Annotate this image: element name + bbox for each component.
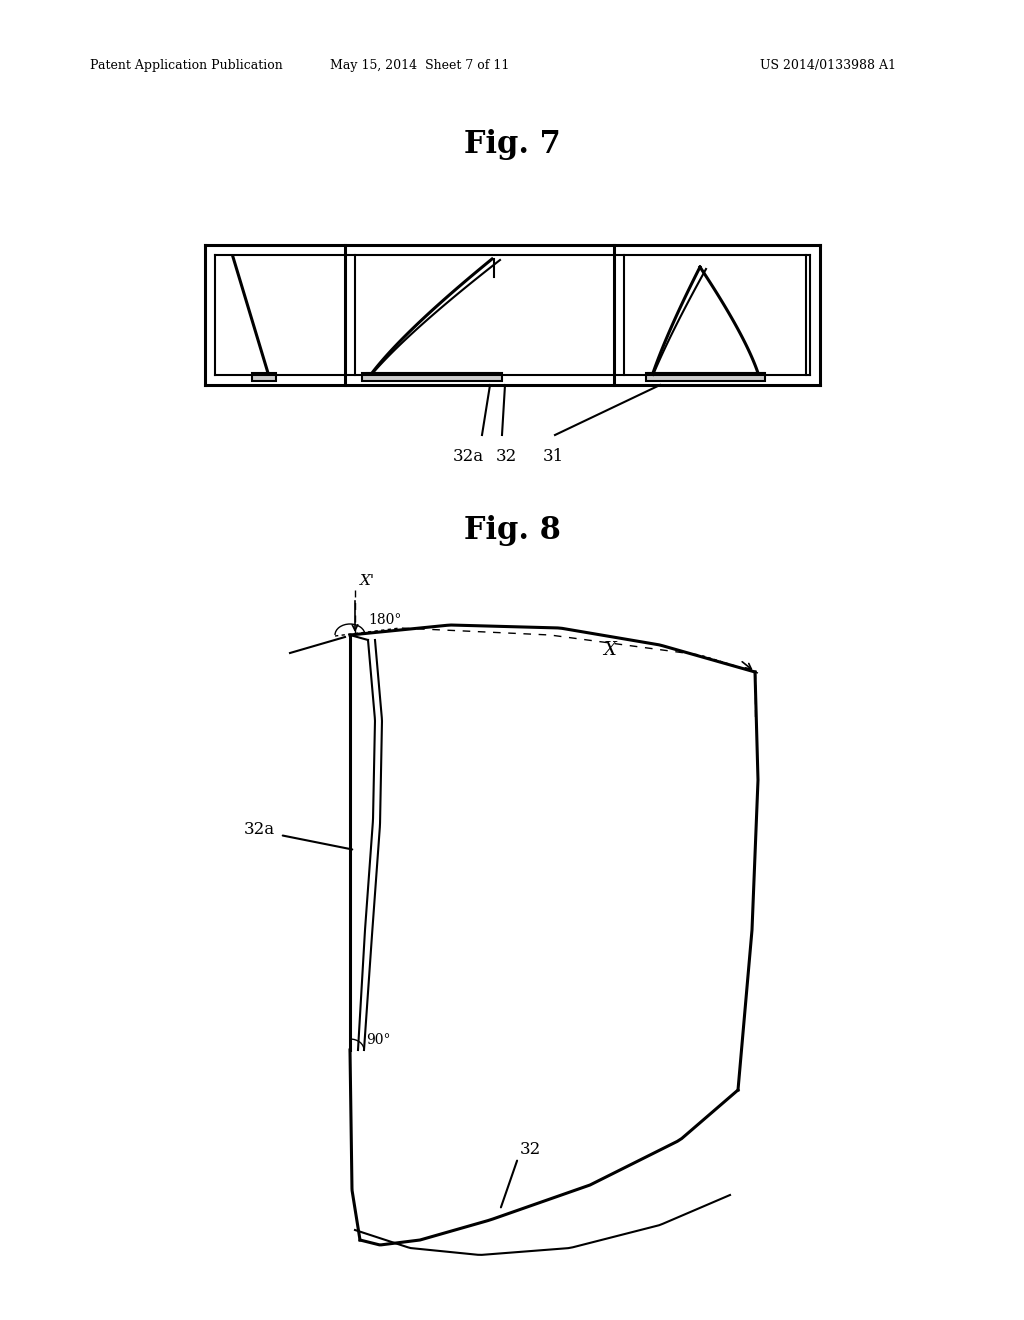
Text: May 15, 2014  Sheet 7 of 11: May 15, 2014 Sheet 7 of 11: [331, 58, 510, 71]
Text: Fig. 7: Fig. 7: [464, 129, 560, 161]
Polygon shape: [646, 374, 765, 381]
Text: X': X': [360, 574, 375, 587]
Text: 32a: 32a: [453, 447, 483, 465]
Text: 32: 32: [520, 1142, 542, 1159]
Polygon shape: [362, 374, 502, 381]
Text: 32a: 32a: [244, 821, 275, 838]
Text: 180°: 180°: [368, 612, 401, 627]
Text: 90°: 90°: [366, 1034, 390, 1047]
Text: US 2014/0133988 A1: US 2014/0133988 A1: [760, 58, 896, 71]
Text: 31: 31: [543, 447, 563, 465]
Text: Fig. 8: Fig. 8: [464, 515, 560, 545]
Text: X: X: [603, 642, 616, 659]
Polygon shape: [252, 374, 276, 381]
Text: 32: 32: [496, 447, 517, 465]
Text: Patent Application Publication: Patent Application Publication: [90, 58, 283, 71]
